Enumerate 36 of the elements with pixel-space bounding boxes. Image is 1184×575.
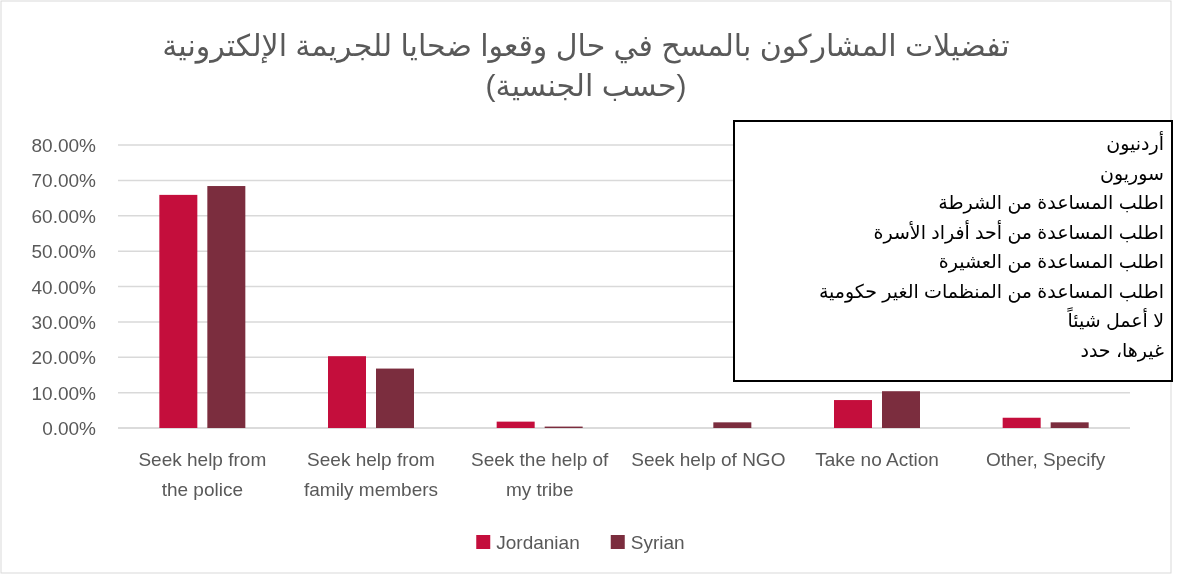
x-tick-label: Seek help from family members [303, 449, 439, 500]
bar [1002, 417, 1041, 428]
bar [834, 400, 872, 428]
annotation: اطلب المساعدة من المنظمات الغير حكومية [818, 280, 1164, 303]
y-tick-label: 10.00% [31, 382, 97, 404]
annotation: غيرها، حدد [1080, 339, 1165, 362]
bar [496, 421, 535, 428]
y-tick-label: 60.00% [31, 205, 97, 227]
x-tick-label: Take no Action [815, 449, 939, 470]
annotation: اطلب المساعدة من الشرطة [938, 192, 1164, 214]
annotation: لا أعمل شيئاً [1067, 306, 1164, 331]
bar [328, 356, 366, 428]
y-tick-label: 40.00% [31, 276, 97, 298]
bar [882, 391, 920, 428]
legend-label: Syrian [630, 532, 685, 553]
bar [376, 368, 414, 428]
x-tick-label: Other, Specify [985, 449, 1106, 470]
y-tick-label: 0.00% [42, 418, 97, 439]
y-tick-label: 30.00% [31, 311, 97, 333]
bar [1050, 422, 1089, 428]
bar [207, 186, 246, 428]
x-tick-label: Seek the help of my tribe [471, 449, 610, 500]
x-tick-label: Seek help of NGO [631, 449, 786, 470]
y-tick-label: 50.00% [31, 241, 97, 263]
annotation: اطلب المساعدة من أحد أفراد الأسرة [873, 219, 1164, 244]
bar [713, 422, 752, 428]
y-tick-label: 20.00% [31, 347, 97, 369]
chart-title: تفضيلات المشاركون بالمسح في حال وقعوا ضحايا للجريمة الإلكترونية (حسب الجنسية) [162, 29, 1010, 102]
annotation: أردنيون [1106, 131, 1164, 155]
x-tick-label: Seek help from the police [138, 449, 267, 500]
bar [159, 194, 198, 428]
annotation: اطلب المساعدة من العشيرة [938, 251, 1164, 273]
legend-label: Jordanian [496, 532, 580, 553]
annotation: سوريون [1100, 162, 1164, 185]
y-tick-label: 70.00% [31, 170, 97, 192]
y-tick-label: 80.00% [31, 135, 97, 156]
